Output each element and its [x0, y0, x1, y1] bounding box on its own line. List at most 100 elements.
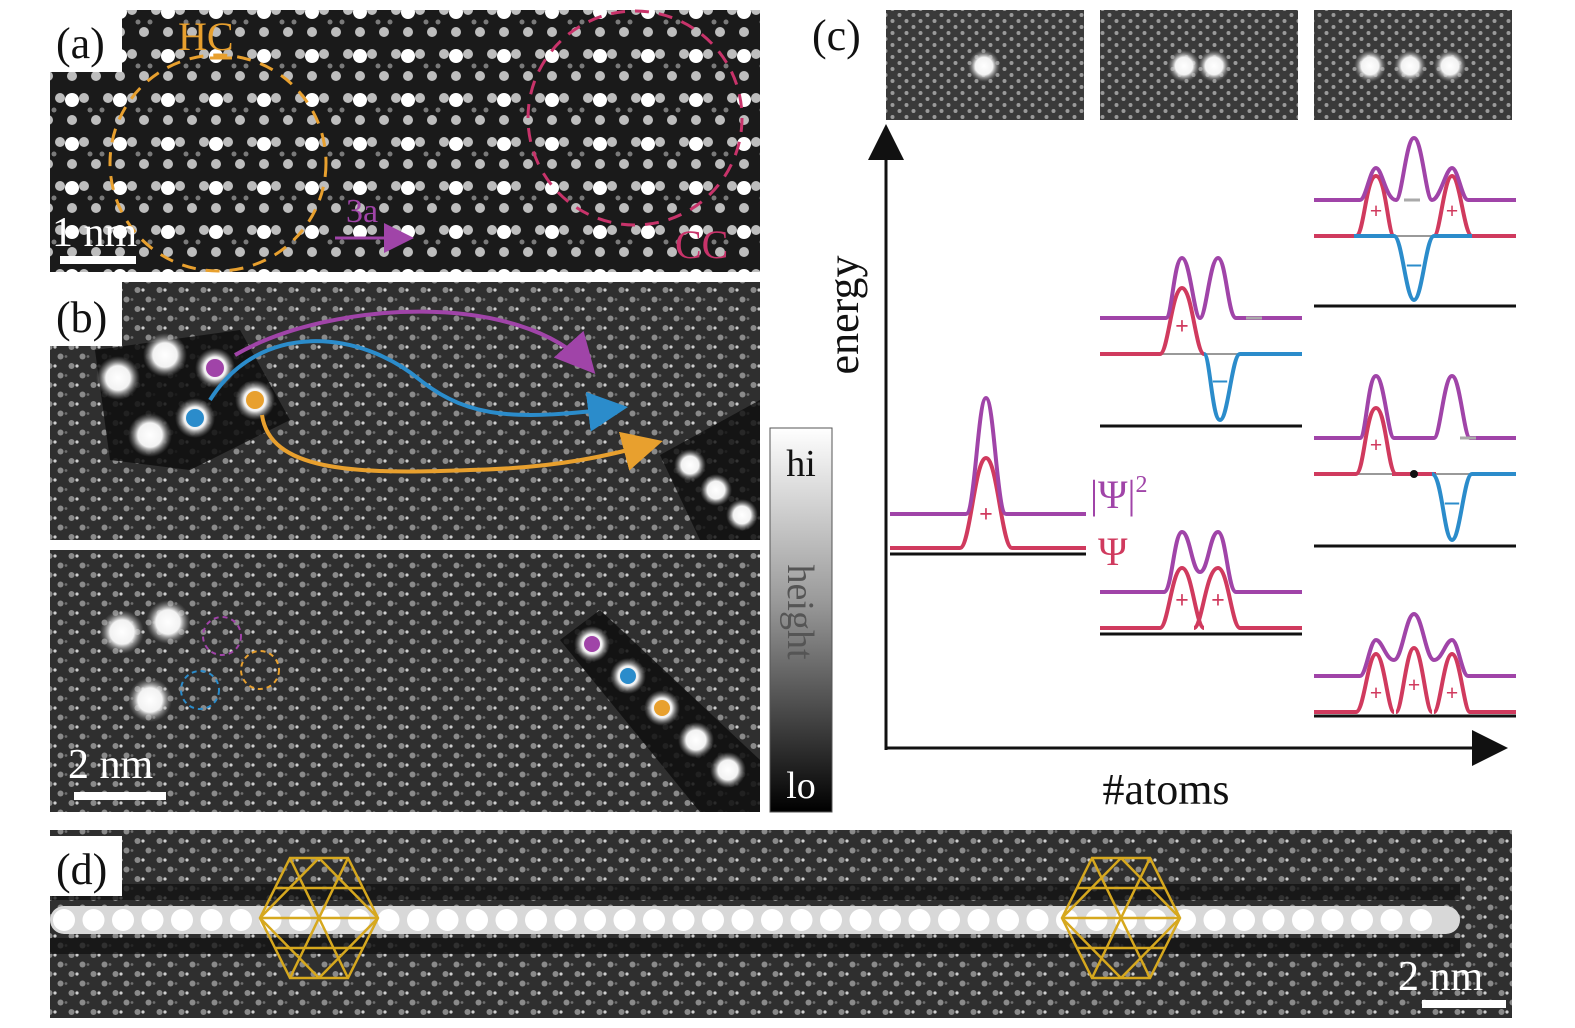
- chain-atom: [820, 909, 842, 931]
- chain-atom: [436, 909, 459, 931]
- chain-atom: [1410, 909, 1432, 931]
- psi-label: Ψ: [1098, 529, 1128, 574]
- panel-d-label-bg: [50, 836, 122, 896]
- chain-atom: [674, 449, 706, 481]
- level-2atom-antibonding: + –: [1100, 255, 1302, 428]
- adatom: [146, 600, 190, 644]
- chain-atom: [1085, 909, 1108, 931]
- adatom: [128, 413, 172, 457]
- chain-atom: [200, 909, 223, 931]
- sign-plus: +: [1446, 680, 1459, 705]
- chain-atom: [1056, 909, 1078, 931]
- psi-curve-left: [1314, 173, 1396, 238]
- sign-plus: +: [1370, 680, 1383, 705]
- sign-plus: +: [979, 502, 993, 528]
- hc-label: HC: [178, 14, 234, 59]
- psi-curve-right: [1432, 173, 1516, 238]
- colorbar-mid: height: [779, 565, 821, 660]
- chain-atom: [761, 909, 783, 931]
- panel-d: (d) 2 nm: [50, 830, 1512, 1018]
- chain-atom: [1321, 909, 1344, 931]
- thumb-atom: [1198, 50, 1230, 82]
- chain-atom: [1380, 909, 1403, 931]
- path-arrow-blue: [208, 339, 628, 432]
- atoms-axis-label: #atoms: [1102, 765, 1229, 814]
- thumb-atom: [1168, 50, 1200, 82]
- chain-atom: [1144, 909, 1167, 931]
- chain-atom: [348, 909, 370, 931]
- atom-chain: [50, 906, 1460, 934]
- psi-curve: [1100, 565, 1302, 630]
- energy-axis-label: energy: [819, 256, 868, 375]
- step-label: 3a: [346, 193, 378, 230]
- psi-curve: [890, 455, 1086, 550]
- thumb-atom: [1354, 50, 1386, 82]
- thumb-atom: [1434, 50, 1466, 82]
- level-3atom-middle: + –: [1314, 373, 1516, 548]
- colorbar-hi: hi: [786, 443, 816, 485]
- chain-atom: [289, 909, 311, 931]
- chain-atom: [171, 909, 193, 931]
- marker-purple: [206, 359, 224, 377]
- empty-site-purple: [202, 616, 242, 656]
- panel-b-scale-text: 2 nm: [68, 742, 154, 788]
- marker-blue: [186, 409, 204, 427]
- psi-curve-negative: [1430, 472, 1516, 543]
- marker-orange: [654, 700, 670, 716]
- sign-minus: –: [1406, 248, 1422, 279]
- sign-plus: +: [1370, 432, 1383, 457]
- psi-squared-label: |Ψ|2: [1090, 472, 1148, 517]
- level-3atom-ground: + + +: [1314, 611, 1516, 718]
- chain-atom: [554, 909, 577, 931]
- chain-atom: [702, 909, 724, 931]
- panel-c-label: (c): [812, 11, 861, 60]
- chain-atom: [466, 909, 488, 931]
- level-3atom-top: + + –: [1314, 135, 1516, 308]
- chain-atom: [672, 909, 695, 931]
- chain-atom: [1292, 909, 1314, 931]
- panel-c: (c) energy #atoms + |Ψ|2 Ψ + +: [812, 10, 1516, 814]
- psi-squared-curve: [1314, 611, 1516, 678]
- path-arrow-purple: [233, 309, 596, 374]
- sign-plus: +: [1175, 314, 1189, 340]
- hex-lattice-overlay-2: [1060, 856, 1182, 980]
- chain-atom: [938, 909, 960, 931]
- hex-lattice-overlay-1: [258, 856, 380, 980]
- panel-b-label: (b): [56, 293, 107, 342]
- empty-site-blue: [180, 670, 220, 710]
- chain-atom: [908, 909, 931, 931]
- hc-region-circle: [108, 53, 328, 273]
- panel-d-dark-band-bottom: [50, 938, 1460, 954]
- cc-label: CC: [675, 222, 728, 267]
- chain-atom: [230, 909, 252, 931]
- chain-atom: [1262, 909, 1285, 931]
- sign-plus: +: [1446, 198, 1459, 223]
- chain-atom: [495, 909, 518, 931]
- marker-orange: [246, 391, 264, 409]
- chain-atom: [1026, 909, 1049, 931]
- psi-curve-positive: [1314, 405, 1412, 476]
- panel-a-stm-image: [50, 10, 760, 272]
- chain-atom: [112, 909, 134, 931]
- panel-b-top: (b): [50, 282, 760, 540]
- psi-squared-curve: [1100, 529, 1302, 594]
- panel-a-label: (a): [56, 19, 105, 68]
- panel-b-label-bg: [50, 282, 122, 346]
- colorbar-lo: lo: [786, 765, 816, 807]
- adatom: [96, 356, 140, 400]
- height-colorbar: hi height lo: [769, 427, 833, 813]
- path-arrow-orange: [260, 414, 663, 474]
- thumb-atom: [968, 50, 1000, 82]
- chain-atom: [613, 909, 636, 931]
- chain-atom: [967, 909, 990, 931]
- chain-atom: [643, 909, 665, 931]
- psi-curve: [1314, 645, 1516, 714]
- panel-a: (a) HC CC 3a 1 nm: [50, 9, 760, 273]
- chain-atom: [141, 909, 164, 931]
- sign-plus: +: [1370, 198, 1383, 223]
- panel-d-dark-band-top: [50, 884, 1460, 900]
- chain-atom: [377, 909, 400, 931]
- adatom: [128, 678, 172, 722]
- chain-atom: [1233, 909, 1255, 931]
